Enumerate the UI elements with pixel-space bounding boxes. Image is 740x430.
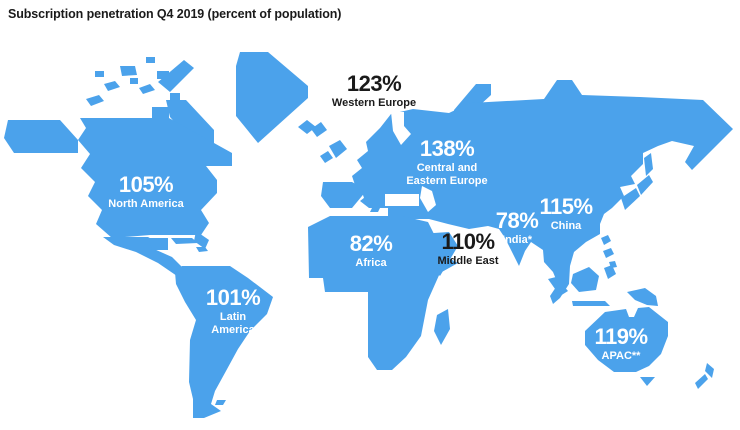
landmass-arctic-island	[170, 93, 180, 100]
landmass-tasmania	[640, 377, 655, 386]
region-name: Western Europe	[331, 97, 417, 109]
chart-title: Subscription penetration Q4 2019 (percen…	[8, 7, 342, 21]
region-name: China	[550, 220, 582, 232]
landmass-iberia	[321, 182, 367, 208]
landmass-arctic-island	[104, 81, 120, 91]
region-label-apac: 119% APAC**	[594, 324, 648, 363]
landmass-north-america	[78, 107, 232, 238]
region-name: Africa	[355, 257, 387, 269]
landmass-iceland	[298, 120, 316, 134]
region-value: 110%	[441, 229, 495, 254]
landmass-arctic-island	[139, 84, 155, 94]
landmass-new-zealand	[705, 363, 714, 378]
region-name: Central and Eastern Europe	[406, 162, 488, 187]
sea-caspian	[420, 186, 436, 212]
landmass-sulawesi	[604, 265, 616, 279]
landmass-central-america	[103, 237, 183, 276]
sea-baltic	[391, 112, 411, 145]
landmass-baffin	[158, 60, 194, 92]
landmass-great-britain	[329, 140, 347, 158]
landmass-arctic-island	[86, 95, 104, 106]
region-label-china: 115% China	[539, 194, 593, 233]
landmass-arctic-island	[146, 57, 155, 63]
landmass-java	[572, 301, 610, 306]
region-value: 115%	[539, 194, 593, 219]
region-label-north-america: 105% North America	[108, 174, 183, 211]
landmass-taiwan	[601, 235, 611, 245]
region-label-africa: 82% Africa	[350, 233, 393, 270]
region-value: 138%	[419, 136, 475, 161]
landmass-arctic-island	[95, 71, 104, 77]
landmass-eurasia	[352, 80, 733, 304]
landmass-australia	[585, 307, 668, 372]
landmass-cuba	[171, 238, 198, 244]
landmass-arctic-island	[120, 66, 137, 76]
region-value: 78%	[495, 208, 539, 233]
region-label-middle-east: 110% Middle East	[437, 231, 498, 268]
region-name: North America	[108, 198, 184, 210]
sea-black	[385, 194, 419, 206]
landmass-florida	[194, 231, 209, 249]
landmass-scotland	[311, 122, 327, 137]
landmass-japan	[637, 175, 653, 195]
landmass-new-zealand	[695, 374, 708, 389]
region-name: India*	[502, 234, 532, 246]
landmass-yucatan	[149, 238, 168, 250]
region-name: APAC**	[601, 350, 641, 362]
landmass-sakhalin	[644, 153, 653, 176]
landmass-alaska	[4, 120, 78, 153]
region-value: 105%	[118, 172, 174, 197]
landmass-south-america	[175, 266, 273, 418]
landmass-japan	[621, 188, 640, 210]
landmass-philippines	[603, 248, 614, 258]
landmass-falkland	[215, 400, 226, 405]
landmass-africa	[308, 216, 458, 370]
landmass-sumatra	[548, 277, 568, 296]
region-label-central-eastern-europe: 138% Central and Eastern Europe	[406, 138, 487, 188]
landmass-ireland	[320, 151, 333, 163]
landmass-borneo	[571, 267, 599, 292]
region-value: 123%	[346, 71, 402, 96]
region-label-latin-america: 101% Latin America	[205, 285, 261, 337]
landmass-hispaniola	[196, 247, 208, 252]
region-value: 119%	[594, 324, 648, 349]
landmass-quebec	[166, 100, 214, 147]
region-value: 101%	[205, 285, 261, 310]
region-value: 82%	[349, 231, 393, 256]
region-label-india: 78% India*	[496, 210, 539, 247]
landmass-madagascar	[434, 309, 450, 345]
landmass-arctic-island	[130, 78, 138, 84]
landmass-greenland	[236, 52, 308, 143]
region-name: Latin America	[211, 311, 255, 336]
landmass-new-guinea	[627, 288, 658, 306]
region-label-western-europe: 123% Western Europe	[332, 73, 416, 110]
region-name: Middle East	[437, 255, 499, 267]
